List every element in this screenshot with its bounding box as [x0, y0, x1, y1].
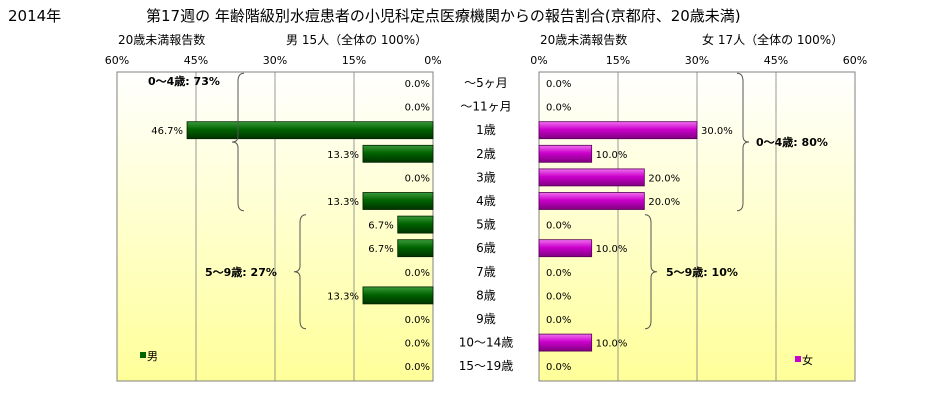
category-label: 4歳 [476, 194, 496, 208]
male-value-label: 0.0% [405, 268, 430, 279]
male-legend-swatch [140, 352, 146, 358]
female-value-label: 0.0% [546, 291, 571, 302]
male-bar [186, 121, 434, 140]
female-value-label: 0.0% [546, 103, 571, 114]
category-label: 2歳 [476, 147, 496, 161]
female-bar [538, 144, 593, 163]
female-tick-label: 30% [685, 54, 709, 67]
male-value-label: 13.3% [327, 291, 359, 302]
category-label: 5歳 [476, 218, 496, 232]
male-tick-label: 15% [342, 54, 366, 67]
male-tick-label: 0% [424, 54, 441, 67]
male-group-brace [231, 72, 245, 212]
category-label: 8歳 [476, 288, 496, 302]
female-value-label: 10.0% [596, 244, 628, 255]
male-value-label: 13.3% [327, 197, 359, 208]
female-value-label: 0.0% [546, 79, 571, 90]
female-tick-label: 45% [764, 54, 788, 67]
female-value-label: 20.0% [648, 173, 680, 184]
male-value-label: 0.0% [405, 315, 430, 326]
category-label: 10～14歳 [459, 336, 514, 350]
female-group-label: 0～4歳: 80% [756, 135, 828, 149]
male-value-label: 13.3% [327, 150, 359, 161]
female-bar [538, 239, 593, 258]
female-value-label: 0.0% [546, 362, 571, 373]
category-label: 6歳 [476, 241, 496, 255]
chart-title: 第17週の 年齢階級別水痘患者の小児科定点医療機関からの報告割合(京都府、20歳… [146, 7, 741, 25]
male-tick-label: 30% [263, 54, 287, 67]
female-value-label: 0.0% [546, 315, 571, 326]
male-value-label: 0.0% [405, 362, 430, 373]
female-value-label: 10.0% [596, 339, 628, 350]
male-tick-label: 60% [105, 54, 129, 67]
female-legend-label: 女 [802, 353, 813, 367]
category-label: ～11ヶ月 [460, 100, 511, 114]
female-bar [538, 121, 698, 140]
male-value-label: 6.7% [368, 244, 393, 255]
female-value-label: 10.0% [596, 150, 628, 161]
female-value-label: 0.0% [546, 268, 571, 279]
male-bar [362, 286, 434, 305]
male-value-label: 0.0% [405, 79, 430, 90]
female-total-label: 女 17人（全体の 100%） [702, 32, 843, 47]
male-axis-caption: 20歳未満報告数 [118, 32, 205, 47]
male-bar [397, 239, 434, 258]
female-group-brace [644, 214, 658, 330]
category-label: 1歳 [476, 123, 496, 137]
female-value-label: 20.0% [648, 197, 680, 208]
male-legend-label: 男 [147, 350, 158, 363]
male-group-label: 5～9歳: 27% [205, 265, 277, 279]
male-value-label: 0.0% [405, 103, 430, 114]
male-bar [362, 192, 434, 210]
male-value-label: 0.0% [405, 339, 430, 350]
female-legend-swatch [795, 356, 801, 362]
female-tick-label: 0% [530, 54, 547, 67]
female-bar [538, 333, 593, 352]
male-value-label: 46.7% [151, 126, 183, 137]
female-tick-label: 15% [606, 54, 630, 67]
male-value-label: 0.0% [405, 173, 430, 184]
category-label: ～5ヶ月 [464, 76, 508, 90]
male-tick-label: 45% [184, 54, 208, 67]
female-tick-label: 60% [843, 54, 867, 67]
female-bar [538, 192, 645, 210]
female-value-label: 0.0% [546, 221, 571, 232]
male-group-brace [293, 214, 307, 330]
chart-year: 2014年 [8, 7, 61, 25]
category-label: 7歳 [476, 265, 496, 279]
male-bar [362, 144, 434, 163]
category-label: 15～19歳 [459, 359, 514, 373]
male-value-label: 6.7% [368, 221, 393, 232]
male-bar [397, 215, 434, 234]
female-group-brace [736, 72, 750, 212]
category-label: 3歳 [476, 170, 496, 184]
female-value-label: 30.0% [701, 126, 733, 137]
male-total-label: 男 15人（全体の 100%） [286, 32, 427, 47]
female-axis-caption: 20歳未満報告数 [540, 32, 627, 47]
female-bar [538, 168, 645, 187]
category-label: 9歳 [476, 312, 496, 326]
male-group-label: 0～4歳: 73% [148, 74, 220, 88]
female-group-label: 5～9歳: 10% [666, 265, 738, 279]
